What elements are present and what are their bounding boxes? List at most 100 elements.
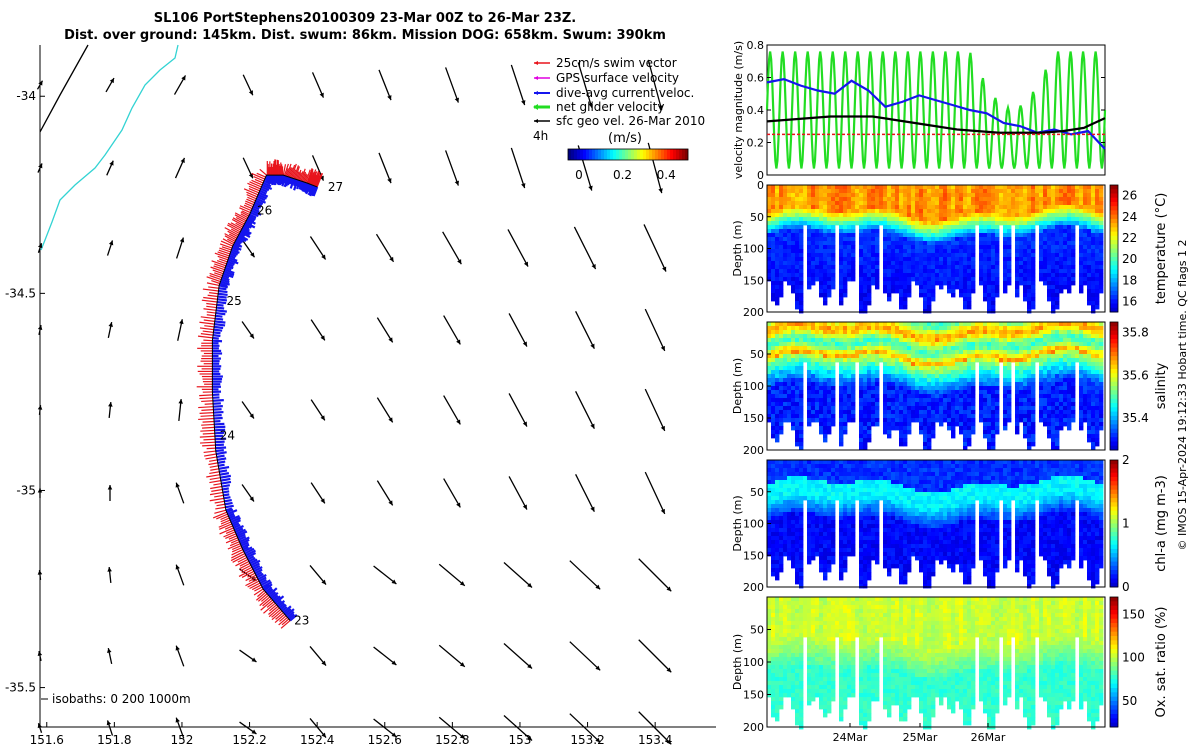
dive-avg-current-vector	[215, 309, 227, 313]
swim-vector	[237, 556, 248, 563]
colorbar-cell	[1110, 432, 1118, 438]
geo-velocity-arrow	[242, 74, 254, 96]
colorbar-tick-label: 2	[1122, 453, 1130, 467]
swim-vector	[206, 305, 217, 309]
track-day-label: 24	[220, 428, 235, 442]
colorbar-cell	[1110, 235, 1118, 241]
map-x-tick-label: 153	[509, 733, 532, 747]
dive-avg-current-vector	[266, 588, 274, 595]
swim-vector	[218, 521, 232, 528]
scale-arrow-label: 4h	[533, 129, 548, 143]
geo-velocity-arrow	[644, 308, 666, 352]
swim-vector	[206, 314, 216, 317]
colorbar-cell	[1110, 299, 1118, 305]
dive-avg-current-vector	[237, 235, 247, 242]
dive-avg-current-vector	[235, 528, 246, 535]
geo-velocity-arrow	[309, 718, 327, 738]
swim-vector	[209, 491, 223, 496]
colorbar-cell	[1110, 373, 1118, 378]
swim-vector	[255, 591, 267, 601]
dive-avg-current-vector	[233, 524, 244, 531]
swim-vector	[239, 205, 252, 212]
swim-vector	[214, 509, 227, 514]
colorbar-tick-label: 0	[1122, 580, 1130, 594]
colorbar-cell	[676, 149, 680, 160]
colorbar-cell	[1110, 265, 1118, 271]
colorbar-cell	[592, 149, 596, 160]
geo-velocity-arrow	[569, 713, 601, 743]
swim-vector	[198, 417, 214, 421]
colorbar-tick-label: 20	[1122, 252, 1137, 266]
geo-velocity-arrow	[175, 645, 185, 667]
colorbar-cell	[1110, 540, 1118, 546]
colorbar-cell	[1110, 231, 1118, 237]
colorbar-cell	[1110, 197, 1118, 203]
colorbar-cell	[1110, 330, 1118, 336]
colorbar-cell	[679, 149, 683, 160]
map-x-tick-label: 152.4	[300, 733, 334, 747]
colorbar-cell	[643, 149, 647, 160]
figure-title-line-2: Dist. over ground: 145km. Dist. swum: 86…	[64, 28, 666, 43]
swim-vector	[234, 214, 247, 222]
map-x-tick-label: 152.8	[435, 733, 469, 747]
geo-velocity-arrow	[107, 566, 112, 584]
colorbar-cell	[589, 149, 593, 160]
geostrophic-velocity-arrows	[36, 59, 672, 745]
swim-vector	[218, 249, 231, 255]
dive-avg-current-vector	[245, 549, 256, 557]
dive-avg-current-vector	[216, 454, 225, 459]
legend-label: 25cm/s swim vector	[556, 56, 677, 70]
geo-velocity-arrow	[443, 478, 461, 508]
swim-vector	[259, 168, 267, 176]
isobath-note: isobaths: 0 200 1000m	[41, 692, 191, 706]
geo-velocity-arrow	[175, 717, 185, 739]
map-y-tick-label: -34	[16, 89, 36, 103]
colorbar-cell	[1110, 570, 1118, 575]
map-x-tick-label: 152.6	[368, 733, 402, 747]
dive-avg-current-vector	[218, 284, 229, 289]
swim-vector	[251, 584, 262, 591]
dive-avg-current-vector	[253, 566, 263, 573]
colorbar-cell	[1110, 368, 1118, 374]
dive-avg-current-vector	[297, 180, 303, 188]
colorbar-cell	[1110, 601, 1118, 607]
swim-vector	[202, 330, 214, 333]
dive-avg-current-vector	[217, 295, 227, 299]
dive-avg-current-vector	[254, 568, 263, 575]
colorbar-cell	[1110, 548, 1118, 554]
colorbar-cell	[1110, 468, 1118, 474]
colorbar-cell	[1110, 347, 1118, 353]
colorbar-cell	[1110, 627, 1118, 633]
colorbar-cell	[607, 149, 611, 160]
swim-vector	[212, 269, 224, 275]
dive-avg-current-vector	[256, 195, 266, 202]
dive-avg-current-vector	[289, 177, 294, 185]
dive-avg-current-vector	[231, 519, 241, 525]
swim-vector	[249, 181, 262, 188]
geo-velocity-arrow	[175, 482, 185, 504]
geo-velocity-arrow	[177, 319, 184, 341]
swim-vector	[253, 175, 265, 182]
swim-vector	[211, 488, 223, 492]
swim-vector	[230, 222, 243, 230]
swim-vector	[288, 167, 293, 178]
dive-avg-current-vector	[223, 496, 231, 500]
map-y-tick-label: -35.5	[5, 681, 36, 695]
dive-avg-current-vector	[286, 177, 292, 186]
dive-avg-current-vector	[238, 536, 250, 543]
colorbar-cell	[1110, 261, 1118, 266]
colorbar-cell	[1110, 531, 1118, 537]
swim-vector	[248, 188, 260, 194]
colorbar-cell	[1110, 544, 1118, 550]
swim-vector	[221, 246, 232, 251]
geo-velocity-arrow	[309, 646, 327, 666]
dive-avg-current-vector	[221, 484, 230, 488]
dive-avg-current-vector	[215, 440, 225, 444]
swim-vector	[253, 588, 264, 596]
colorbar-cell	[1110, 557, 1118, 563]
section-y-tick-label: 100	[743, 518, 764, 531]
dive-avg-current-vector	[248, 215, 256, 221]
dive-avg-current-vector	[244, 547, 255, 555]
colorbar-cell	[1110, 618, 1118, 624]
